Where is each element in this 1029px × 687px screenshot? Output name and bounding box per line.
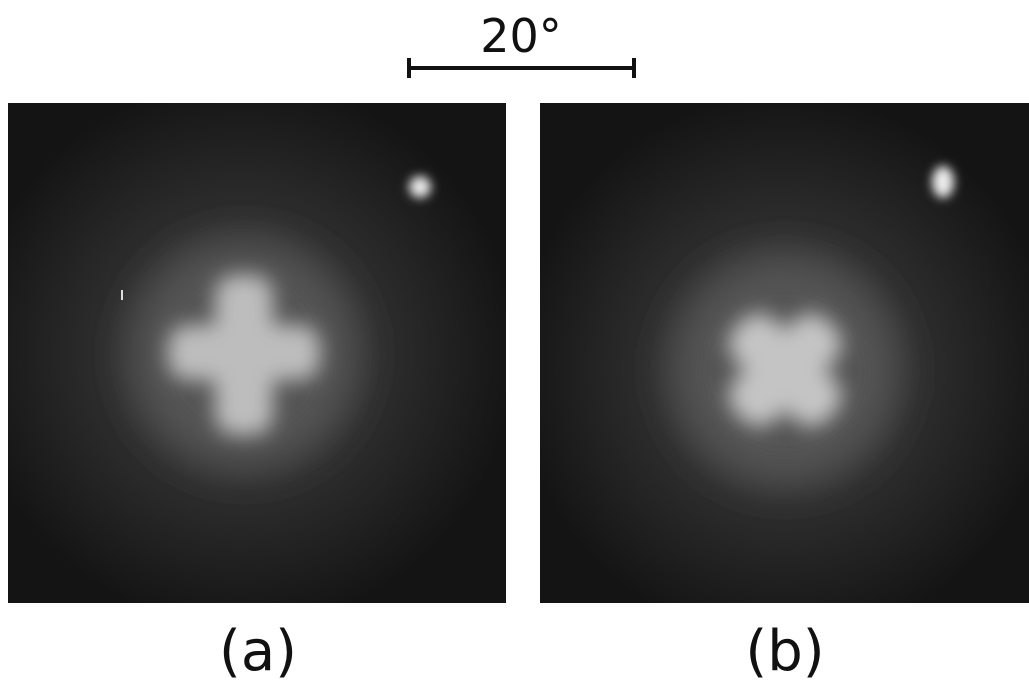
- figure: 20° (a) (b): [0, 0, 1029, 687]
- panel-b: [540, 103, 1029, 603]
- scale-bar: 20°: [407, 9, 636, 78]
- panel-label: (a): [219, 619, 297, 684]
- page: 20° (a) (b) (() => { const data = JSON.p…: [0, 0, 1029, 687]
- panel-a: [8, 103, 506, 603]
- scale-label: 20°: [480, 9, 562, 63]
- panel-label: (b): [745, 619, 824, 684]
